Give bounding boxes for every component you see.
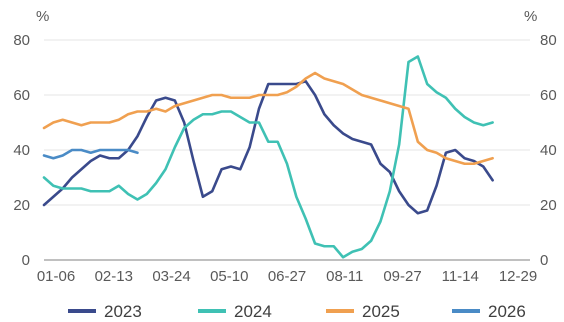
y-unit-left: %	[36, 8, 49, 25]
y-tick-left-80: 80	[13, 32, 30, 49]
legend-label-2025: 2025	[362, 302, 400, 321]
y-tick-left-60: 60	[13, 87, 30, 104]
y-tick-left-20: 20	[13, 197, 30, 214]
series-line-2026	[42, 148, 139, 160]
series-line-2024	[42, 55, 494, 259]
legend-label-2023: 2023	[104, 302, 142, 321]
series-line-2025	[42, 71, 494, 166]
grid-lines	[44, 39, 530, 206]
x-tick-02-13: 02-13	[95, 268, 133, 285]
legend-label-2026: 2026	[488, 302, 526, 321]
y-tick-right-80: 80	[540, 32, 557, 49]
y-tick-right-20: 20	[540, 197, 557, 214]
x-tick-06-27: 06-27	[268, 268, 306, 285]
series-line-2023	[42, 79, 494, 215]
y-tick-right-0: 0	[540, 252, 548, 269]
x-tick-03-24: 03-24	[152, 268, 190, 285]
x-tick-08-11: 08-11	[326, 268, 363, 285]
x-tick-12-29: 12-29	[499, 268, 537, 285]
legend-label-2024: 2024	[234, 302, 272, 321]
y-unit-right: %	[524, 8, 537, 25]
x-tick-11-14: 11-14	[442, 268, 479, 285]
y-tick-left-0: 0	[22, 252, 30, 269]
series-lines	[42, 55, 494, 259]
x-tick-01-06: 01-06	[37, 268, 75, 285]
x-tick-05-10: 05-10	[210, 268, 248, 285]
y-tick-right-60: 60	[540, 87, 557, 104]
tick-labels: 0 0 20 20 40 40 60 60 80 80% % 01-06 02-13 03-24 05-10…	[13, 8, 556, 285]
y-tick-left-40: 40	[13, 142, 30, 159]
x-tick-09-27: 09-27	[383, 268, 421, 285]
legend: 2023 2024 2025 2026	[68, 302, 526, 321]
y-tick-right-40: 40	[540, 142, 557, 159]
